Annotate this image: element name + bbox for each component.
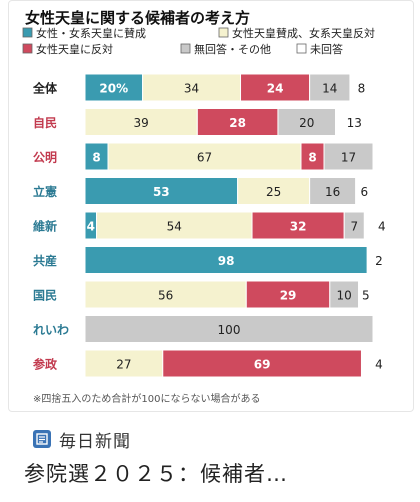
data-label: 8 bbox=[358, 82, 366, 96]
legend-swatch bbox=[218, 27, 229, 38]
data-label: 67 bbox=[197, 151, 212, 165]
bar-segment bbox=[349, 73, 374, 102]
data-label: 4 bbox=[87, 220, 95, 234]
bar-segment bbox=[196, 108, 279, 136]
bar-segment bbox=[358, 280, 374, 309]
bar-segment bbox=[84, 73, 144, 102]
data-label: 17 bbox=[341, 151, 356, 165]
legend-item: 無回答・その他 bbox=[180, 42, 271, 56]
bar-segment bbox=[251, 211, 345, 240]
bar-row: 共産 98 2 bbox=[33, 246, 383, 274]
bar-segment bbox=[323, 142, 374, 171]
data-label: 25 bbox=[266, 185, 281, 199]
category-label: れいわ bbox=[33, 323, 69, 337]
data-label: 6 bbox=[361, 185, 369, 199]
category-label: 参政 bbox=[33, 357, 58, 372]
legend-label: 無回答・その他 bbox=[194, 42, 271, 56]
data-label: 4 bbox=[375, 358, 383, 372]
bar-segment bbox=[107, 142, 302, 171]
data-label: 56 bbox=[158, 289, 173, 303]
category-label: 公明 bbox=[33, 151, 57, 165]
data-label: 8 bbox=[308, 151, 316, 165]
data-label: 69 bbox=[254, 358, 271, 372]
data-label: 28 bbox=[229, 116, 246, 130]
bar-segment bbox=[84, 349, 164, 378]
legend-item: 女性・女系天皇に賛成 bbox=[22, 26, 146, 40]
bar-segment bbox=[366, 246, 374, 274]
article-caption[interactable]: 参院選２０２５：候補者… bbox=[24, 462, 288, 486]
bar-row: 参政 27 69 4 bbox=[33, 349, 383, 378]
legend-item: 未回答 bbox=[296, 42, 343, 56]
data-label: 27 bbox=[116, 358, 131, 372]
data-label: 39 bbox=[134, 116, 149, 130]
category-label: 全体 bbox=[32, 81, 58, 96]
chart: 女性天皇に関する候補者の考え方 女性・女系天皇に賛成 女性天皇賛成、女系天皇反対女… bbox=[22, 9, 386, 405]
bar-row: 維新 4 54 32 7 4 bbox=[33, 211, 386, 240]
bar-segment bbox=[309, 177, 357, 205]
legend-label: 未回答 bbox=[310, 42, 343, 56]
category-label: 国民 bbox=[33, 289, 57, 303]
bar-row: 国民 56 29 10 5 bbox=[33, 280, 374, 309]
category-label: 自民 bbox=[33, 115, 57, 130]
data-label: 32 bbox=[290, 220, 307, 234]
source-name: 毎日新聞 bbox=[59, 431, 131, 452]
bar-segment bbox=[84, 177, 239, 205]
data-label: 54 bbox=[167, 220, 182, 234]
footnote: ※四捨五入のため合計が100にならない場合がある bbox=[33, 392, 260, 405]
legend-swatch bbox=[22, 43, 33, 54]
legend-swatch bbox=[22, 27, 33, 38]
bar-segment bbox=[335, 108, 374, 136]
newspaper-icon bbox=[33, 430, 51, 448]
bar-segment bbox=[360, 349, 374, 378]
data-label: 2 bbox=[375, 254, 383, 268]
bar-segment bbox=[142, 73, 242, 102]
data-label: 20% bbox=[99, 82, 128, 96]
data-label: 53 bbox=[153, 185, 170, 199]
source-row[interactable]: 毎日新聞 bbox=[33, 427, 131, 452]
legend-label: 女性天皇賛成、女系天皇反対 bbox=[232, 26, 375, 40]
legend-label: 女性・女系天皇に賛成 bbox=[36, 26, 146, 40]
data-label: 100 bbox=[218, 323, 241, 337]
chart-card[interactable]: 女性天皇に関する候補者の考え方 女性・女系天皇に賛成 女性天皇賛成、女系天皇反対女… bbox=[8, 0, 414, 452]
legend-item: 女性天皇に反対 bbox=[22, 42, 113, 56]
data-label: 98 bbox=[218, 254, 235, 268]
data-label: 24 bbox=[267, 82, 284, 96]
data-label: 7 bbox=[350, 220, 358, 234]
bar-row: 公明 8 67 8 17 bbox=[33, 142, 374, 171]
legend-swatch bbox=[296, 43, 307, 54]
data-label: 29 bbox=[280, 289, 297, 303]
legend-item: 女性天皇賛成、女系天皇反対 bbox=[218, 26, 375, 40]
category-label: 立憲 bbox=[33, 184, 57, 199]
bar-segment bbox=[84, 280, 247, 309]
category-label: 維新 bbox=[33, 219, 57, 234]
chart-title: 女性天皇に関する候補者の考え方 bbox=[25, 9, 250, 27]
bar-segment bbox=[84, 315, 374, 343]
bar-row: 立憲 53 25 16 6 bbox=[33, 177, 374, 205]
bar-segment bbox=[84, 108, 198, 136]
data-label: 16 bbox=[325, 185, 340, 199]
bar-segment bbox=[355, 177, 374, 205]
bar-segment bbox=[240, 73, 311, 102]
bar-row: 全体 20% 34 24 14 8 bbox=[32, 73, 374, 102]
legend-swatch bbox=[180, 43, 191, 54]
bar-segment bbox=[245, 280, 331, 309]
category-label: 共産 bbox=[33, 253, 57, 268]
bar-row: れいわ 100 bbox=[33, 315, 374, 343]
bar-segment bbox=[162, 349, 362, 378]
bar-segment bbox=[84, 246, 368, 274]
data-label: 5 bbox=[362, 289, 370, 303]
data-label: 8 bbox=[92, 151, 100, 165]
data-label: 4 bbox=[378, 220, 386, 234]
bar-row: 自民 39 28 20 13 bbox=[33, 108, 374, 136]
data-label: 34 bbox=[184, 82, 199, 96]
data-label: 14 bbox=[322, 82, 337, 96]
bar-segment bbox=[96, 211, 253, 240]
legend-label: 女性天皇に反対 bbox=[36, 42, 113, 56]
data-label: 13 bbox=[347, 116, 362, 130]
data-label: 10 bbox=[337, 289, 352, 303]
bar-segment bbox=[363, 211, 377, 240]
data-label: 20 bbox=[299, 116, 314, 130]
